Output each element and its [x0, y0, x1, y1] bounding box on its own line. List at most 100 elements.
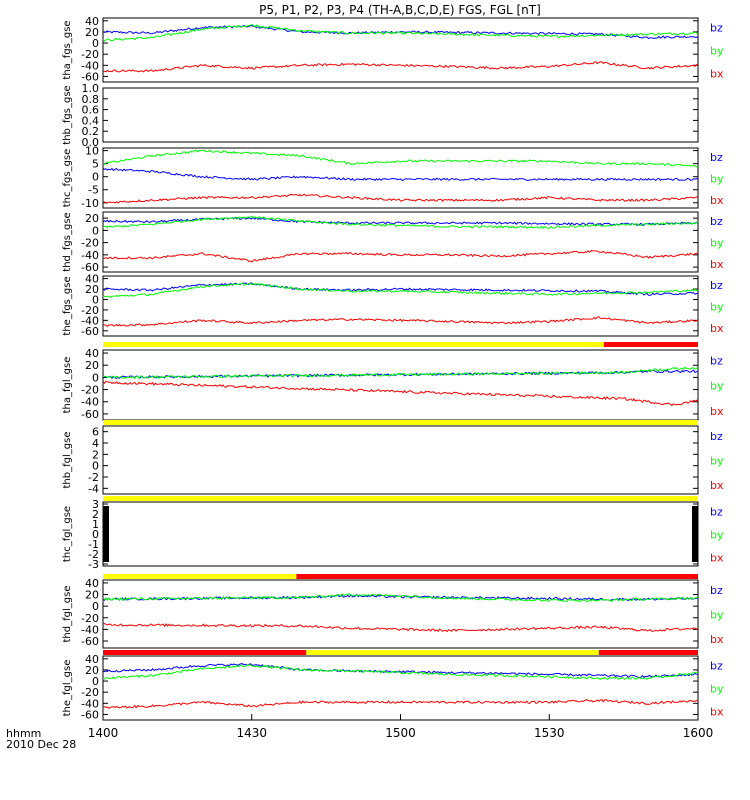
y-tick-label: -2 — [88, 548, 99, 561]
y-tick-label: -40 — [81, 697, 99, 710]
panel-frame — [102, 425, 699, 495]
panel-frame — [102, 579, 699, 649]
y-tick-label: 20 — [85, 664, 99, 677]
quality-flag-bars — [103, 342, 698, 655]
panel-frame — [102, 17, 699, 83]
panel-frame — [102, 655, 699, 721]
y-tick-label: -20 — [81, 304, 99, 317]
panel-frame — [102, 211, 699, 273]
y-tick-label: 0 — [92, 675, 99, 688]
y-tick-label: -60 — [81, 635, 99, 648]
y-tick-label: -20 — [81, 384, 99, 397]
legend-bz: bz — [710, 584, 723, 597]
x-tick-label: 1400 — [88, 726, 119, 740]
y-tick-label: 40 — [85, 15, 99, 28]
y-tick-label: 20 — [85, 359, 99, 372]
legend-by: by — [710, 173, 724, 186]
y-axis-label: tha_fgl_gse — [62, 357, 73, 414]
legend-bx: bx — [710, 479, 724, 492]
x-tick-label: 1500 — [385, 726, 416, 740]
y-axis-label: the_fgl_gse — [62, 660, 73, 717]
y-tick-label: 20 — [85, 26, 99, 39]
flag-bar-segment — [103, 420, 698, 425]
y-tick-label: 0 — [92, 37, 99, 50]
legend-bx: bx — [710, 405, 724, 418]
y-tick-label: 4 — [92, 437, 99, 450]
x-tick-label: 1530 — [534, 726, 565, 740]
flag-bar-segment — [103, 342, 604, 347]
y-tick-label: -60 — [81, 408, 99, 421]
legend-by: by — [710, 301, 724, 314]
legend-by: by — [710, 529, 724, 542]
flag-bar-segment — [306, 650, 599, 655]
y-tick-label: 0 — [92, 171, 99, 184]
legend-bz: bz — [710, 506, 723, 519]
y-tick-label: -40 — [81, 623, 99, 636]
legend-by: by — [710, 683, 724, 696]
panel-frame — [102, 87, 699, 143]
y-tick-label: 3 — [92, 498, 99, 511]
right-edge-block — [692, 506, 698, 562]
y-tick-label: 0.6 — [82, 104, 100, 117]
y-tick-label: 20 — [85, 283, 99, 296]
legend-bx: bx — [710, 322, 724, 335]
legend-by: by — [710, 45, 724, 58]
series-line-bx — [103, 316, 698, 328]
legend-bz: bz — [710, 430, 723, 443]
y-tick-label: -40 — [81, 396, 99, 409]
y-tick-label: -4 — [88, 482, 99, 495]
y-tick-label: -60 — [81, 708, 99, 721]
series-line-bz — [103, 216, 698, 226]
y-tick-label: 0 — [92, 224, 99, 237]
flag-bar-segment — [103, 574, 297, 579]
y-tick-label: -60 — [81, 70, 99, 83]
flag-bar-segment — [598, 650, 698, 655]
y-axis-label: thd_fgl_gse — [62, 586, 73, 643]
y-tick-label: -3 — [88, 558, 99, 571]
y-tick-label: 10 — [85, 145, 99, 158]
panel-frame — [102, 275, 699, 337]
y-tick-label: 0 — [92, 293, 99, 306]
y-tick-label: 40 — [85, 273, 99, 286]
panel-frame — [102, 349, 699, 421]
y-tick-label: 40 — [85, 577, 99, 590]
y-tick-label: -20 — [81, 48, 99, 61]
y-axis-label: thb_fgs_gse — [62, 85, 73, 144]
panel-thd_fgs_gse: 200-20-40-60 thd_fgs_gse bz by bx — [62, 211, 724, 274]
series-line-by — [103, 592, 698, 603]
flag-bar-segment — [296, 574, 698, 579]
series-line-bz — [103, 282, 698, 296]
series-line-bz — [103, 663, 698, 678]
time-axis-left-label: hhmm — [6, 727, 41, 740]
legend-bx: bx — [710, 194, 724, 207]
legend-bz: bz — [710, 22, 723, 35]
date-label: 2010 Dec 28 — [6, 738, 76, 751]
series-line-by — [103, 215, 698, 229]
legend-by: by — [710, 237, 724, 250]
y-tick-label: -60 — [81, 325, 99, 338]
flag-bar-segment — [103, 496, 698, 501]
series-line-bz — [103, 24, 698, 39]
y-tick-label: 6 — [92, 426, 99, 439]
x-tick-label: 1430 — [236, 726, 267, 740]
legend-bz: bz — [710, 660, 723, 673]
y-axis-label: thb_fgl_gse — [62, 432, 73, 489]
series-line-by — [103, 282, 698, 299]
y-tick-label: 0.2 — [82, 125, 100, 138]
panel-frame — [102, 501, 699, 567]
legend-bx: bx — [710, 633, 724, 646]
legend-by: by — [710, 455, 724, 468]
legend-bx: bx — [710, 68, 724, 81]
legend-bz: bz — [710, 279, 723, 292]
series-line-by — [103, 366, 698, 380]
y-tick-label: 0 — [92, 528, 99, 541]
series-line-by — [103, 149, 698, 168]
